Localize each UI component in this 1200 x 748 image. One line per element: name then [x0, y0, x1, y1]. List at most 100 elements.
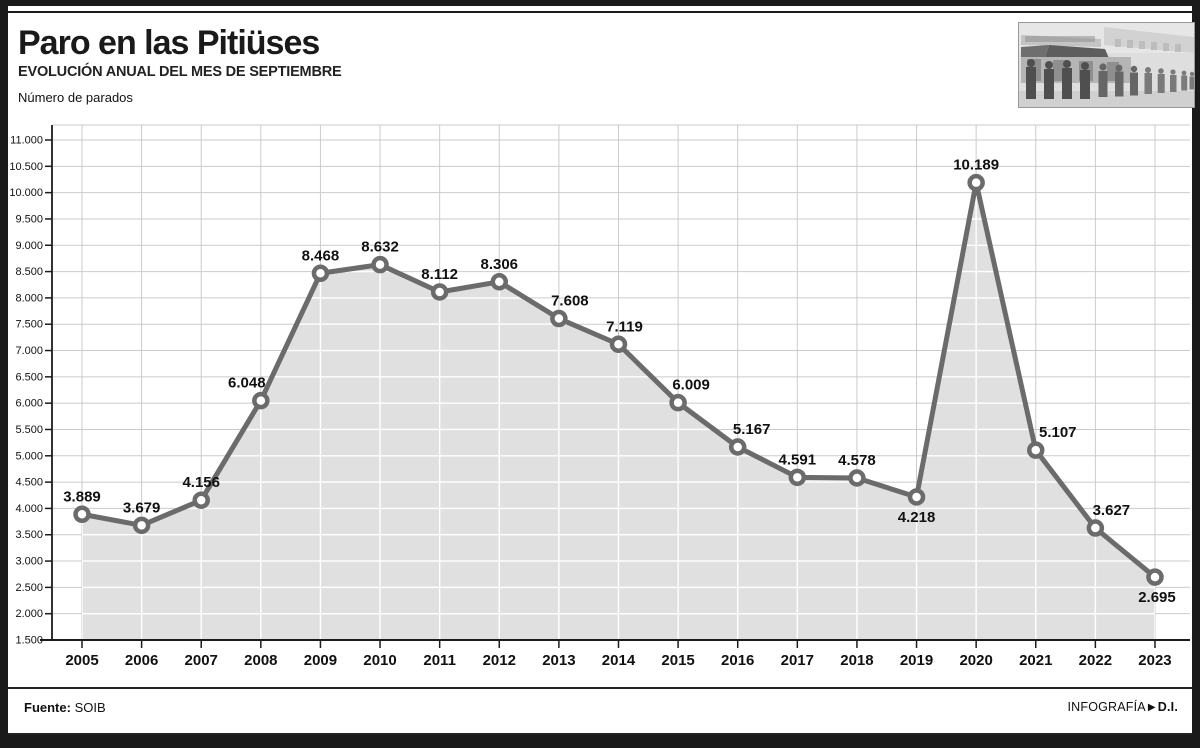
- data-point-label: 6.009: [672, 377, 710, 394]
- y-tick-label: 3.000: [15, 556, 43, 568]
- y-tick-label: 1.500: [15, 635, 43, 647]
- source-value: SOIB: [70, 700, 106, 715]
- data-point-label: 8.306: [480, 256, 518, 273]
- data-point-marker: [371, 255, 389, 274]
- data-point-marker: [192, 491, 210, 509]
- data-point-marker: [669, 393, 687, 412]
- data-point-marker: [848, 469, 866, 487]
- data-point-label: 8.632: [361, 239, 399, 256]
- data-point-label: 4.218: [898, 509, 936, 526]
- data-point-label: 2.695: [1138, 589, 1176, 606]
- y-tick-label: 2.500: [15, 582, 43, 594]
- queue-figures: [1026, 59, 1194, 99]
- year-label: 2005: [65, 652, 98, 669]
- year-label: 2020: [959, 652, 992, 669]
- y-tick-label: 4.500: [15, 477, 43, 489]
- data-point-label: 7.608: [551, 293, 589, 310]
- data-point-label: 3.627: [1093, 502, 1131, 519]
- data-point-label: 4.156: [182, 474, 220, 491]
- data-point-marker: [728, 438, 747, 456]
- data-point-label: 8.112: [421, 266, 458, 283]
- y-tick-label: 10.500: [9, 161, 43, 173]
- y-tick-label: 6.500: [15, 371, 43, 383]
- year-label: 2021: [1019, 652, 1052, 669]
- data-point-label: 3.679: [123, 499, 161, 516]
- y-axis-note: Número de parados: [18, 90, 133, 105]
- infographic-credit: INFOGRAFÍA ▶ D.I.: [1067, 700, 1178, 714]
- data-point-marker: [311, 264, 330, 283]
- data-point-label: 8.468: [302, 247, 340, 264]
- y-tick-label: 5.500: [15, 424, 43, 436]
- y-axis-tick-labels: 11.000 10.500 10.000 9.500 9.000 8.500 8.000 7.…: [9, 135, 43, 647]
- y-tick-label: 7.000: [15, 345, 43, 357]
- y-tick-label: 9.500: [15, 213, 43, 225]
- year-label: 2013: [542, 652, 575, 669]
- chart-subtitle: EVOLUCIÓN ANUAL DEL MES DE SEPTIEMBRE: [18, 64, 342, 80]
- year-label: 2023: [1138, 652, 1171, 669]
- y-tick-label: 7.500: [15, 319, 43, 331]
- year-label: 2007: [185, 652, 218, 669]
- year-label: 2022: [1079, 652, 1112, 669]
- year-label: 2018: [840, 652, 873, 669]
- data-point-marker: [609, 335, 628, 354]
- data-point-label: 4.578: [838, 452, 876, 469]
- year-label: 2019: [900, 652, 933, 669]
- data-point-label: 6.048: [228, 375, 266, 392]
- data-point-label: 10.189: [953, 157, 999, 174]
- infographic-canvas: Paro en las Pitiüses EVOLUCIÓN ANUAL DEL…: [8, 6, 1195, 735]
- credit-arrow-icon: ▶: [1147, 702, 1156, 713]
- data-point-label: 3.889: [63, 488, 101, 505]
- data-point-marker: [73, 505, 91, 524]
- data-point-marker: [967, 173, 985, 192]
- data-point-label: 4.591: [779, 451, 817, 468]
- source-label: Fuente:: [24, 700, 71, 715]
- top-rule: [8, 11, 1192, 13]
- footer-bottom-rule: [8, 733, 1192, 735]
- y-tick-label: 9.000: [15, 240, 43, 252]
- x-axis-year-labels: 2005 2006 2007 2008 2009 2010 2011 2012 2013 2014…: [65, 652, 1171, 669]
- year-label: 2010: [363, 652, 396, 669]
- year-label: 2009: [304, 652, 337, 669]
- y-tick-label: 11.000: [10, 135, 43, 147]
- year-label: 2012: [483, 652, 516, 669]
- unemployment-area-chart: 11.000 10.500 10.000 9.500 9.000 8.500 8.000 7.…: [9, 124, 1190, 669]
- data-point-marker: [1086, 519, 1105, 537]
- axes: [40, 125, 1190, 648]
- footer-top-rule: [8, 687, 1192, 689]
- data-point-marker: [907, 488, 926, 506]
- data-point-marker: [1146, 568, 1164, 586]
- y-tick-label: 6.000: [15, 398, 43, 410]
- year-label: 2008: [244, 652, 277, 669]
- data-point-label: 7.119: [606, 318, 643, 335]
- source-credit: Fuente: SOIB: [24, 700, 106, 715]
- y-tick-label: 8.000: [15, 292, 43, 304]
- year-label: 2011: [423, 652, 456, 669]
- data-point-labels: 3.889 3.679 4.156 6.048 8.468 8.632 8.112 8.306…: [63, 157, 1176, 606]
- y-tick-label: 3.500: [15, 529, 43, 541]
- y-tick-label: 2.000: [15, 608, 43, 620]
- data-point-marker: [132, 516, 151, 535]
- year-label: 2016: [721, 652, 754, 669]
- data-point-marker: [1027, 441, 1045, 459]
- credit-label: INFOGRAFÍA: [1067, 700, 1146, 714]
- year-label: 2006: [125, 652, 158, 669]
- year-label: 2015: [661, 652, 694, 669]
- data-point-label: 5.107: [1039, 424, 1077, 441]
- data-point-marker: [550, 309, 568, 328]
- y-tick-label: 5.000: [15, 450, 43, 462]
- data-point-marker: [252, 391, 270, 410]
- data-point-marker: [490, 273, 509, 291]
- data-point-marker: [788, 468, 807, 487]
- y-tick-label: 4.000: [15, 503, 43, 515]
- credit-value: D.I.: [1157, 700, 1178, 714]
- y-tick-label: 10.000: [9, 187, 43, 199]
- unemployment-queue-photo: [1018, 22, 1195, 108]
- data-point-marker: [430, 283, 449, 301]
- y-tick-label: 8.500: [15, 266, 43, 278]
- year-label: 2014: [602, 652, 636, 669]
- data-point-markers: [73, 173, 1164, 586]
- chart-title: Paro en las Pitiüses: [18, 24, 320, 62]
- data-point-label: 5.167: [733, 421, 771, 438]
- year-label: 2017: [781, 652, 814, 669]
